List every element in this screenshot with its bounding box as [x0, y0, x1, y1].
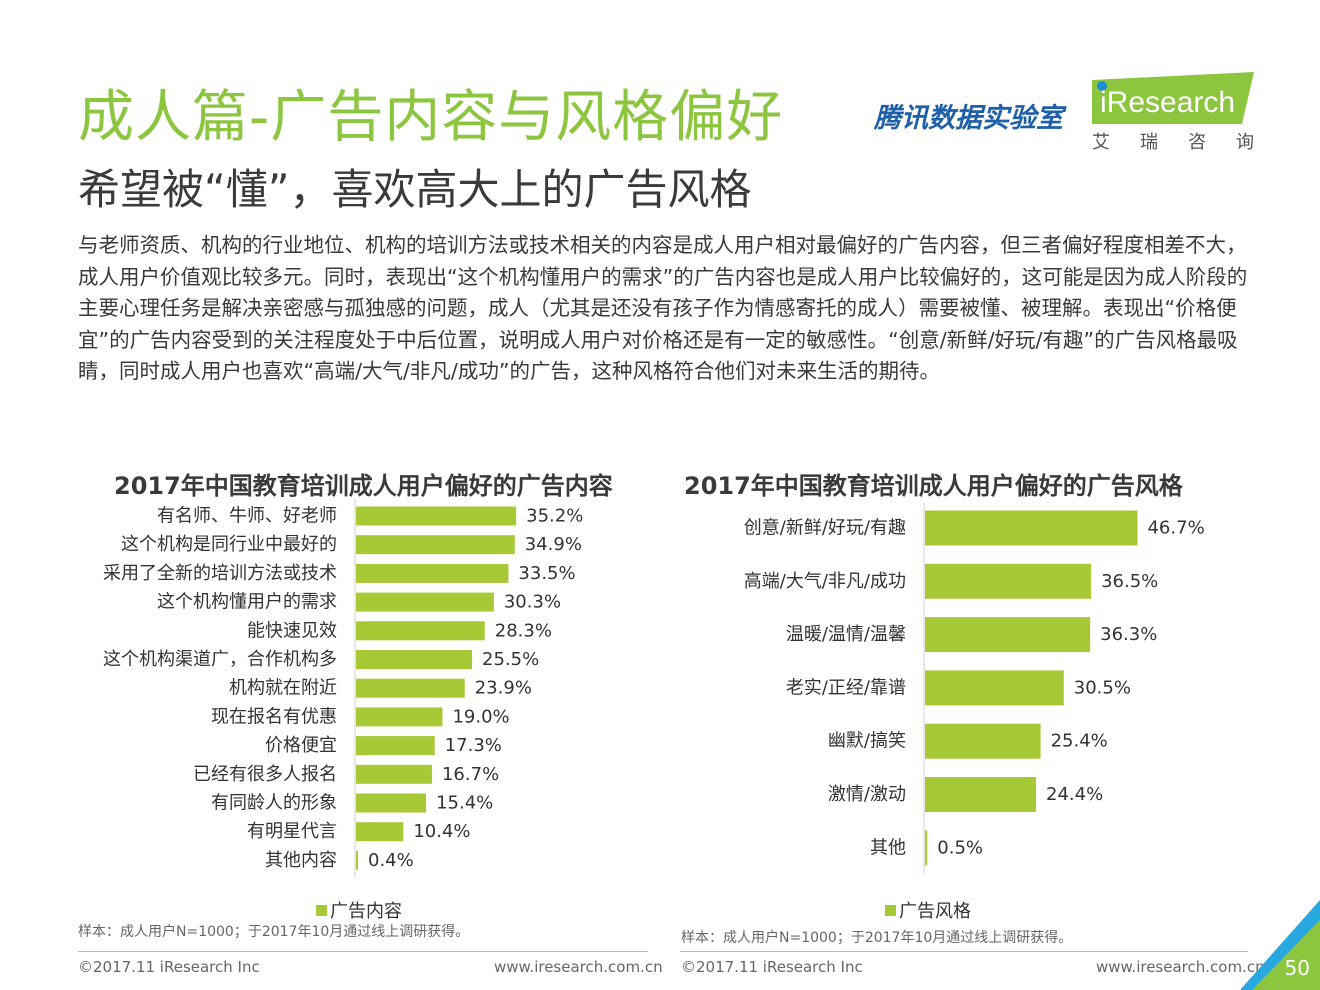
- data-label: 15.4%: [436, 793, 493, 814]
- category-label: 其他内容: [265, 850, 337, 871]
- bar: [925, 563, 1092, 599]
- legend-swatch: [316, 904, 327, 916]
- data-label: 19.0%: [452, 706, 509, 727]
- iresearch-cn-char: 询: [1236, 132, 1254, 153]
- category-label: 有同龄人的形象: [211, 793, 337, 814]
- page-subtitle: 希望被“懂”，喜欢高大上的广告风格: [78, 165, 752, 214]
- corner-green: [1252, 920, 1320, 990]
- bar: [356, 793, 427, 813]
- left-legend: 广告内容: [316, 897, 402, 923]
- data-label: 17.3%: [445, 735, 502, 756]
- data-label: 25.5%: [482, 649, 539, 670]
- iresearch-cn-name: 艾 瑞 咨 询: [1092, 128, 1254, 154]
- right-legend: 广告风格: [885, 897, 971, 923]
- category-label: 温暖/温情/温馨: [786, 624, 906, 645]
- data-label: 0.5%: [937, 837, 983, 858]
- category-label: 其他: [870, 837, 906, 858]
- bar: [356, 506, 517, 526]
- tencent-data-lab-logo: 腾讯数据实验室: [874, 103, 1063, 134]
- left-url: www.iresearch.com.cn: [494, 958, 663, 976]
- iresearch-cn-char: 瑞: [1140, 132, 1158, 153]
- data-label: 34.9%: [525, 534, 582, 555]
- legend-label: 广告风格: [899, 901, 971, 922]
- iresearch-cn-char: 艾: [1092, 132, 1110, 153]
- bar: [356, 563, 509, 583]
- category-label: 已经有很多人报名: [193, 764, 337, 785]
- category-label: 这个机构懂用户的需求: [157, 592, 337, 613]
- iresearch-logo-background: [1092, 72, 1254, 124]
- right-url: www.iresearch.com.cn: [1096, 958, 1265, 976]
- data-label: 16.7%: [442, 764, 499, 785]
- iresearch-logo: iResearch: [1092, 72, 1254, 124]
- summary-paragraph: 与老师资质、机构的行业地位、机构的培训方法或技术相关的内容是成人用户相对最偏好的…: [78, 233, 1248, 383]
- bar: [356, 650, 473, 669]
- data-label: 46.7%: [1147, 518, 1204, 539]
- bar: [356, 707, 443, 727]
- bar: [925, 670, 1064, 706]
- category-label: 现在报名有优惠: [211, 706, 337, 727]
- page-corner-decoration: [1240, 900, 1320, 990]
- data-label: 0.4%: [368, 850, 414, 871]
- right-footer-rule: [680, 951, 1248, 952]
- right-chart-title: 2017年中国教育培训成人用户偏好的广告风格: [684, 472, 1183, 500]
- data-label: 30.5%: [1074, 677, 1131, 698]
- bar: [356, 850, 358, 870]
- left-chart-title: 2017年中国教育培训成人用户偏好的广告内容: [114, 472, 613, 500]
- data-label: 25.4%: [1051, 731, 1108, 752]
- right-copyright: ©2017.11 iResearch Inc: [681, 958, 863, 976]
- legend-swatch: [885, 904, 896, 916]
- data-label: 36.5%: [1101, 571, 1158, 592]
- bar: [925, 723, 1041, 759]
- data-label: 24.4%: [1046, 784, 1103, 805]
- category-label: 价格便宜: [265, 735, 337, 756]
- data-label: 23.9%: [475, 678, 532, 699]
- data-label: 10.4%: [413, 821, 470, 842]
- category-label: 激情/激动: [828, 784, 906, 805]
- bar: [356, 764, 432, 784]
- category-label: 这个机构渠道广，合作机构多: [103, 649, 337, 670]
- category-label: 这个机构是同行业中最好的: [121, 534, 337, 555]
- bar: [925, 830, 928, 866]
- iresearch-logo-text: iResearch: [1100, 86, 1235, 119]
- bar: [356, 621, 485, 641]
- bar: [925, 777, 1037, 812]
- bar: [925, 510, 1138, 546]
- iresearch-cn-char: 咨: [1188, 132, 1206, 153]
- bar: [356, 736, 435, 756]
- category-label: 老实/正经/靠谱: [786, 677, 906, 698]
- category-label: 机构就在附近: [229, 678, 337, 699]
- category-label: 有明星代言: [247, 821, 337, 842]
- bar: [356, 592, 494, 612]
- category-label: 有名师、牛师、好老师: [157, 506, 337, 527]
- page-title: 成人篇-广告内容与风格偏好: [78, 85, 784, 150]
- iresearch-logo-dot: [1097, 81, 1107, 91]
- category-label: 创意/新鲜/好玩/有趣: [744, 518, 906, 539]
- page-number: 50: [1284, 956, 1310, 980]
- bar: [925, 617, 1091, 653]
- bar: [356, 822, 404, 842]
- data-label: 36.3%: [1100, 624, 1157, 645]
- left-footer-rule: [78, 951, 648, 952]
- data-label: 35.2%: [526, 506, 583, 527]
- data-label: 30.3%: [504, 592, 561, 613]
- category-label: 高端/大气/非凡/成功: [744, 571, 906, 592]
- category-label: 幽默/搞笑: [828, 731, 906, 752]
- data-label: 33.5%: [518, 563, 575, 584]
- legend-label: 广告内容: [330, 901, 402, 922]
- data-label: 28.3%: [495, 620, 552, 641]
- bar: [356, 678, 465, 698]
- left-copyright: ©2017.11 iResearch Inc: [78, 958, 260, 976]
- category-label: 能快速见效: [247, 620, 337, 641]
- bar: [356, 535, 515, 555]
- right-sample-note: 样本：成人用户N=1000；于2017年10月通过线上调研获得。: [681, 930, 1073, 946]
- left-sample-note: 样本：成人用户N=1000；于2017年10月通过线上调研获得。: [78, 924, 470, 940]
- category-label: 采用了全新的培训方法或技术: [103, 563, 337, 584]
